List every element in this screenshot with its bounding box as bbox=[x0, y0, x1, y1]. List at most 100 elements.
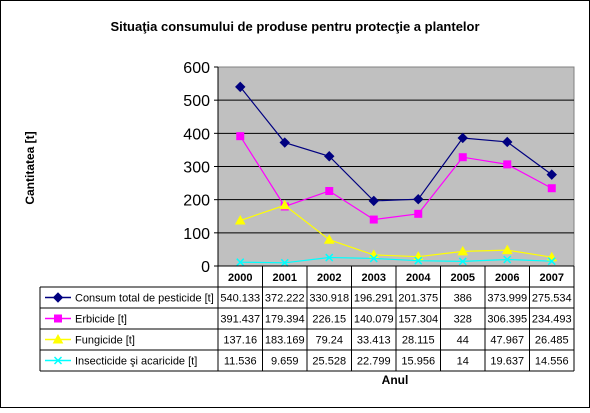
data-label-s4: 25.528 bbox=[312, 356, 346, 368]
data-point-s4 bbox=[280, 258, 289, 267]
y-tick-label: 600 bbox=[183, 60, 210, 77]
data-point-s1 bbox=[324, 151, 335, 162]
data-point-s3 bbox=[234, 214, 246, 225]
data-point-s4-stroke bbox=[458, 257, 467, 266]
x-tick-label: 2003 bbox=[362, 272, 386, 284]
data-label-s4: 22.799 bbox=[357, 356, 391, 368]
data-point-s2 bbox=[369, 215, 378, 224]
x-tick-label: 2004 bbox=[406, 272, 431, 284]
legend-key-marker-2 bbox=[54, 314, 62, 323]
data-point-s4-stroke bbox=[325, 253, 334, 262]
data-point-s3 bbox=[323, 234, 335, 244]
y-tick-label: 400 bbox=[183, 126, 210, 143]
data-point-s1 bbox=[279, 137, 290, 148]
data-point-s4 bbox=[325, 253, 334, 262]
x-tick-label: 2005 bbox=[451, 272, 475, 284]
x-tick-label: 2007 bbox=[540, 272, 564, 284]
series-line-3 bbox=[240, 204, 552, 258]
data-label-s1: 275.534 bbox=[532, 293, 572, 305]
data-label-s4: 11.536 bbox=[224, 356, 257, 368]
data-point-s4 bbox=[547, 257, 556, 266]
data-label-s2: 226.15 bbox=[312, 314, 346, 326]
y-tick-label: 500 bbox=[183, 93, 210, 110]
data-point-s2 bbox=[503, 160, 512, 169]
data-label-s2: 306.395 bbox=[487, 314, 527, 326]
series-line-4 bbox=[240, 256, 552, 264]
data-label-s4: 9.659 bbox=[271, 356, 299, 368]
data-label-s3: 137.16 bbox=[223, 335, 257, 347]
data-label-s2: 391.437 bbox=[220, 314, 260, 326]
data-label-s2: 179.394 bbox=[265, 314, 305, 326]
data-label-s2: 234.493 bbox=[532, 314, 572, 326]
chart-title: Situaţia consumului de produse pentru pr… bbox=[110, 19, 479, 34]
data-label-s3: 44 bbox=[457, 335, 469, 347]
data-point-s4-stroke bbox=[236, 258, 245, 267]
data-point-s2 bbox=[547, 184, 556, 193]
data-label-s3: 28.115 bbox=[402, 335, 435, 347]
data-label-s1: 540.133 bbox=[220, 293, 260, 305]
series-line-1 bbox=[239, 86, 553, 202]
x-tick-label: 2002 bbox=[317, 272, 341, 284]
data-point-s4-stroke bbox=[369, 254, 378, 263]
x-tick-label: 2000 bbox=[228, 272, 252, 284]
data-point-s2 bbox=[325, 186, 334, 195]
legend-label-3: Fungicide [t] bbox=[75, 335, 135, 347]
y-tick-label: 0 bbox=[201, 259, 210, 276]
legend-label-4: Insecticide şi acaricide [t] bbox=[75, 356, 197, 368]
data-label-s3: 183.169 bbox=[265, 335, 305, 347]
data-label-s3: 33.413 bbox=[357, 335, 391, 347]
data-label-s2: 157.304 bbox=[398, 314, 438, 326]
data-label-s3: 26.485 bbox=[535, 335, 569, 347]
data-point-s3 bbox=[501, 244, 513, 255]
data-point-s4-stroke bbox=[414, 256, 423, 265]
x-tick-label: 2001 bbox=[273, 272, 297, 284]
data-point-s2 bbox=[458, 153, 467, 162]
legend-key-marker-1 bbox=[52, 292, 64, 303]
series-line-2 bbox=[239, 135, 553, 221]
data-point-s3 bbox=[279, 199, 291, 210]
legend-label-2: Erbicide [t] bbox=[75, 314, 127, 326]
data-point-s4 bbox=[369, 254, 378, 263]
data-point-s4 bbox=[503, 255, 512, 264]
data-point-s4 bbox=[236, 258, 245, 267]
data-label-s1: 373.999 bbox=[487, 293, 527, 305]
data-point-s1 bbox=[502, 136, 513, 148]
data-point-s2 bbox=[414, 209, 423, 218]
legend-label-1: Consum total de pesticide [t] bbox=[75, 293, 214, 305]
data-label-s4: 19.637 bbox=[490, 356, 524, 368]
data-label-s3: 79.24 bbox=[315, 335, 343, 347]
data-label-s3: 47.967 bbox=[490, 335, 524, 347]
data-point-s1 bbox=[368, 195, 379, 207]
y-axis-label: Cantitatea [t] bbox=[23, 131, 37, 204]
data-point-s4-stroke bbox=[547, 257, 556, 266]
legend-key-marker-4 bbox=[53, 356, 63, 365]
data-label-s1: 386 bbox=[454, 293, 472, 305]
data-point-s1 bbox=[546, 169, 557, 180]
data-label-s1: 372.222 bbox=[265, 293, 305, 305]
data-label-s4: 14 bbox=[457, 356, 469, 368]
legend-key-marker-4-stroke bbox=[53, 356, 63, 365]
y-tick-label: 100 bbox=[183, 226, 210, 243]
data-point-s4-stroke bbox=[280, 258, 289, 267]
y-tick-label: 200 bbox=[183, 193, 210, 210]
data-label-s1: 330.918 bbox=[309, 293, 349, 305]
data-label-s1: 196.291 bbox=[354, 293, 394, 305]
data-point-s4 bbox=[458, 257, 467, 266]
x-axis-label: Anul bbox=[382, 373, 409, 387]
data-point-s1 bbox=[235, 81, 246, 93]
data-point-s3 bbox=[457, 245, 469, 256]
legend-key-marker-3 bbox=[52, 333, 64, 344]
data-label-s2: 328 bbox=[454, 314, 472, 326]
data-label-s2: 140.079 bbox=[354, 314, 394, 326]
y-tick-label: 300 bbox=[183, 160, 210, 177]
data-label-s4: 14.556 bbox=[535, 356, 569, 368]
data-point-s4-stroke bbox=[503, 255, 512, 264]
data-point-s4 bbox=[414, 256, 423, 265]
data-point-s1 bbox=[413, 194, 424, 205]
data-label-s1: 201.375 bbox=[398, 293, 438, 305]
x-tick-label: 2006 bbox=[495, 272, 519, 284]
data-point-s2 bbox=[236, 132, 245, 141]
data-label-s4: 15.956 bbox=[401, 356, 435, 368]
